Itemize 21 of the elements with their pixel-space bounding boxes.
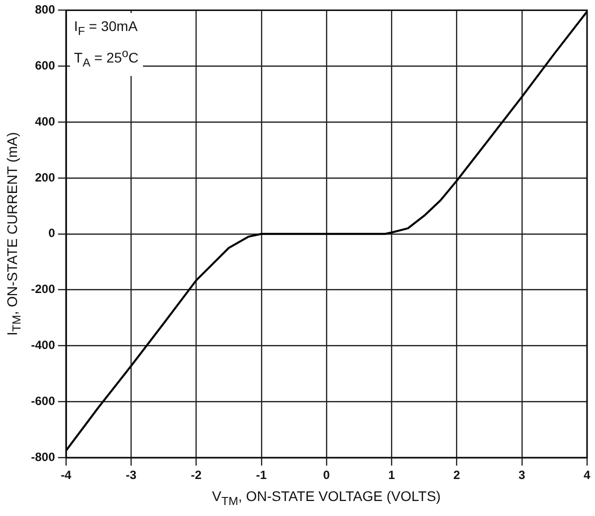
x-tick-label: -1 xyxy=(256,468,268,482)
x-axis-title: V$_{TM}$, ON-STATE VOLTAGE (VOLTS) xyxy=(212,488,441,508)
y-tick-label: 400 xyxy=(34,114,56,128)
y-tick-label: -800 xyxy=(30,450,56,464)
annotation: I$_{F}$ = 30mA xyxy=(74,17,138,40)
y-tick-label: -200 xyxy=(30,282,56,296)
y-tick-label: 200 xyxy=(34,170,56,184)
x-tick-label: 0 xyxy=(323,468,330,482)
y-tick-label: 0 xyxy=(48,226,56,240)
x-tick-label: 3 xyxy=(518,468,526,482)
y-tick-label: 800 xyxy=(34,2,56,17)
x-tick-label: -3 xyxy=(126,468,137,482)
y-tick-label: -600 xyxy=(30,394,56,408)
y-tick-label: -400 xyxy=(30,338,56,352)
x-tick-label: 2 xyxy=(453,468,460,482)
y-tick-label: 600 xyxy=(34,58,56,72)
x-tick-label: 4 xyxy=(584,468,591,482)
x-tick-label: -2 xyxy=(190,468,202,482)
x-tick-label: -4 xyxy=(60,468,72,482)
annotation: T$_{A}$ = 25$^{o}$C xyxy=(74,46,138,72)
x-tick-label: 1 xyxy=(388,468,396,482)
